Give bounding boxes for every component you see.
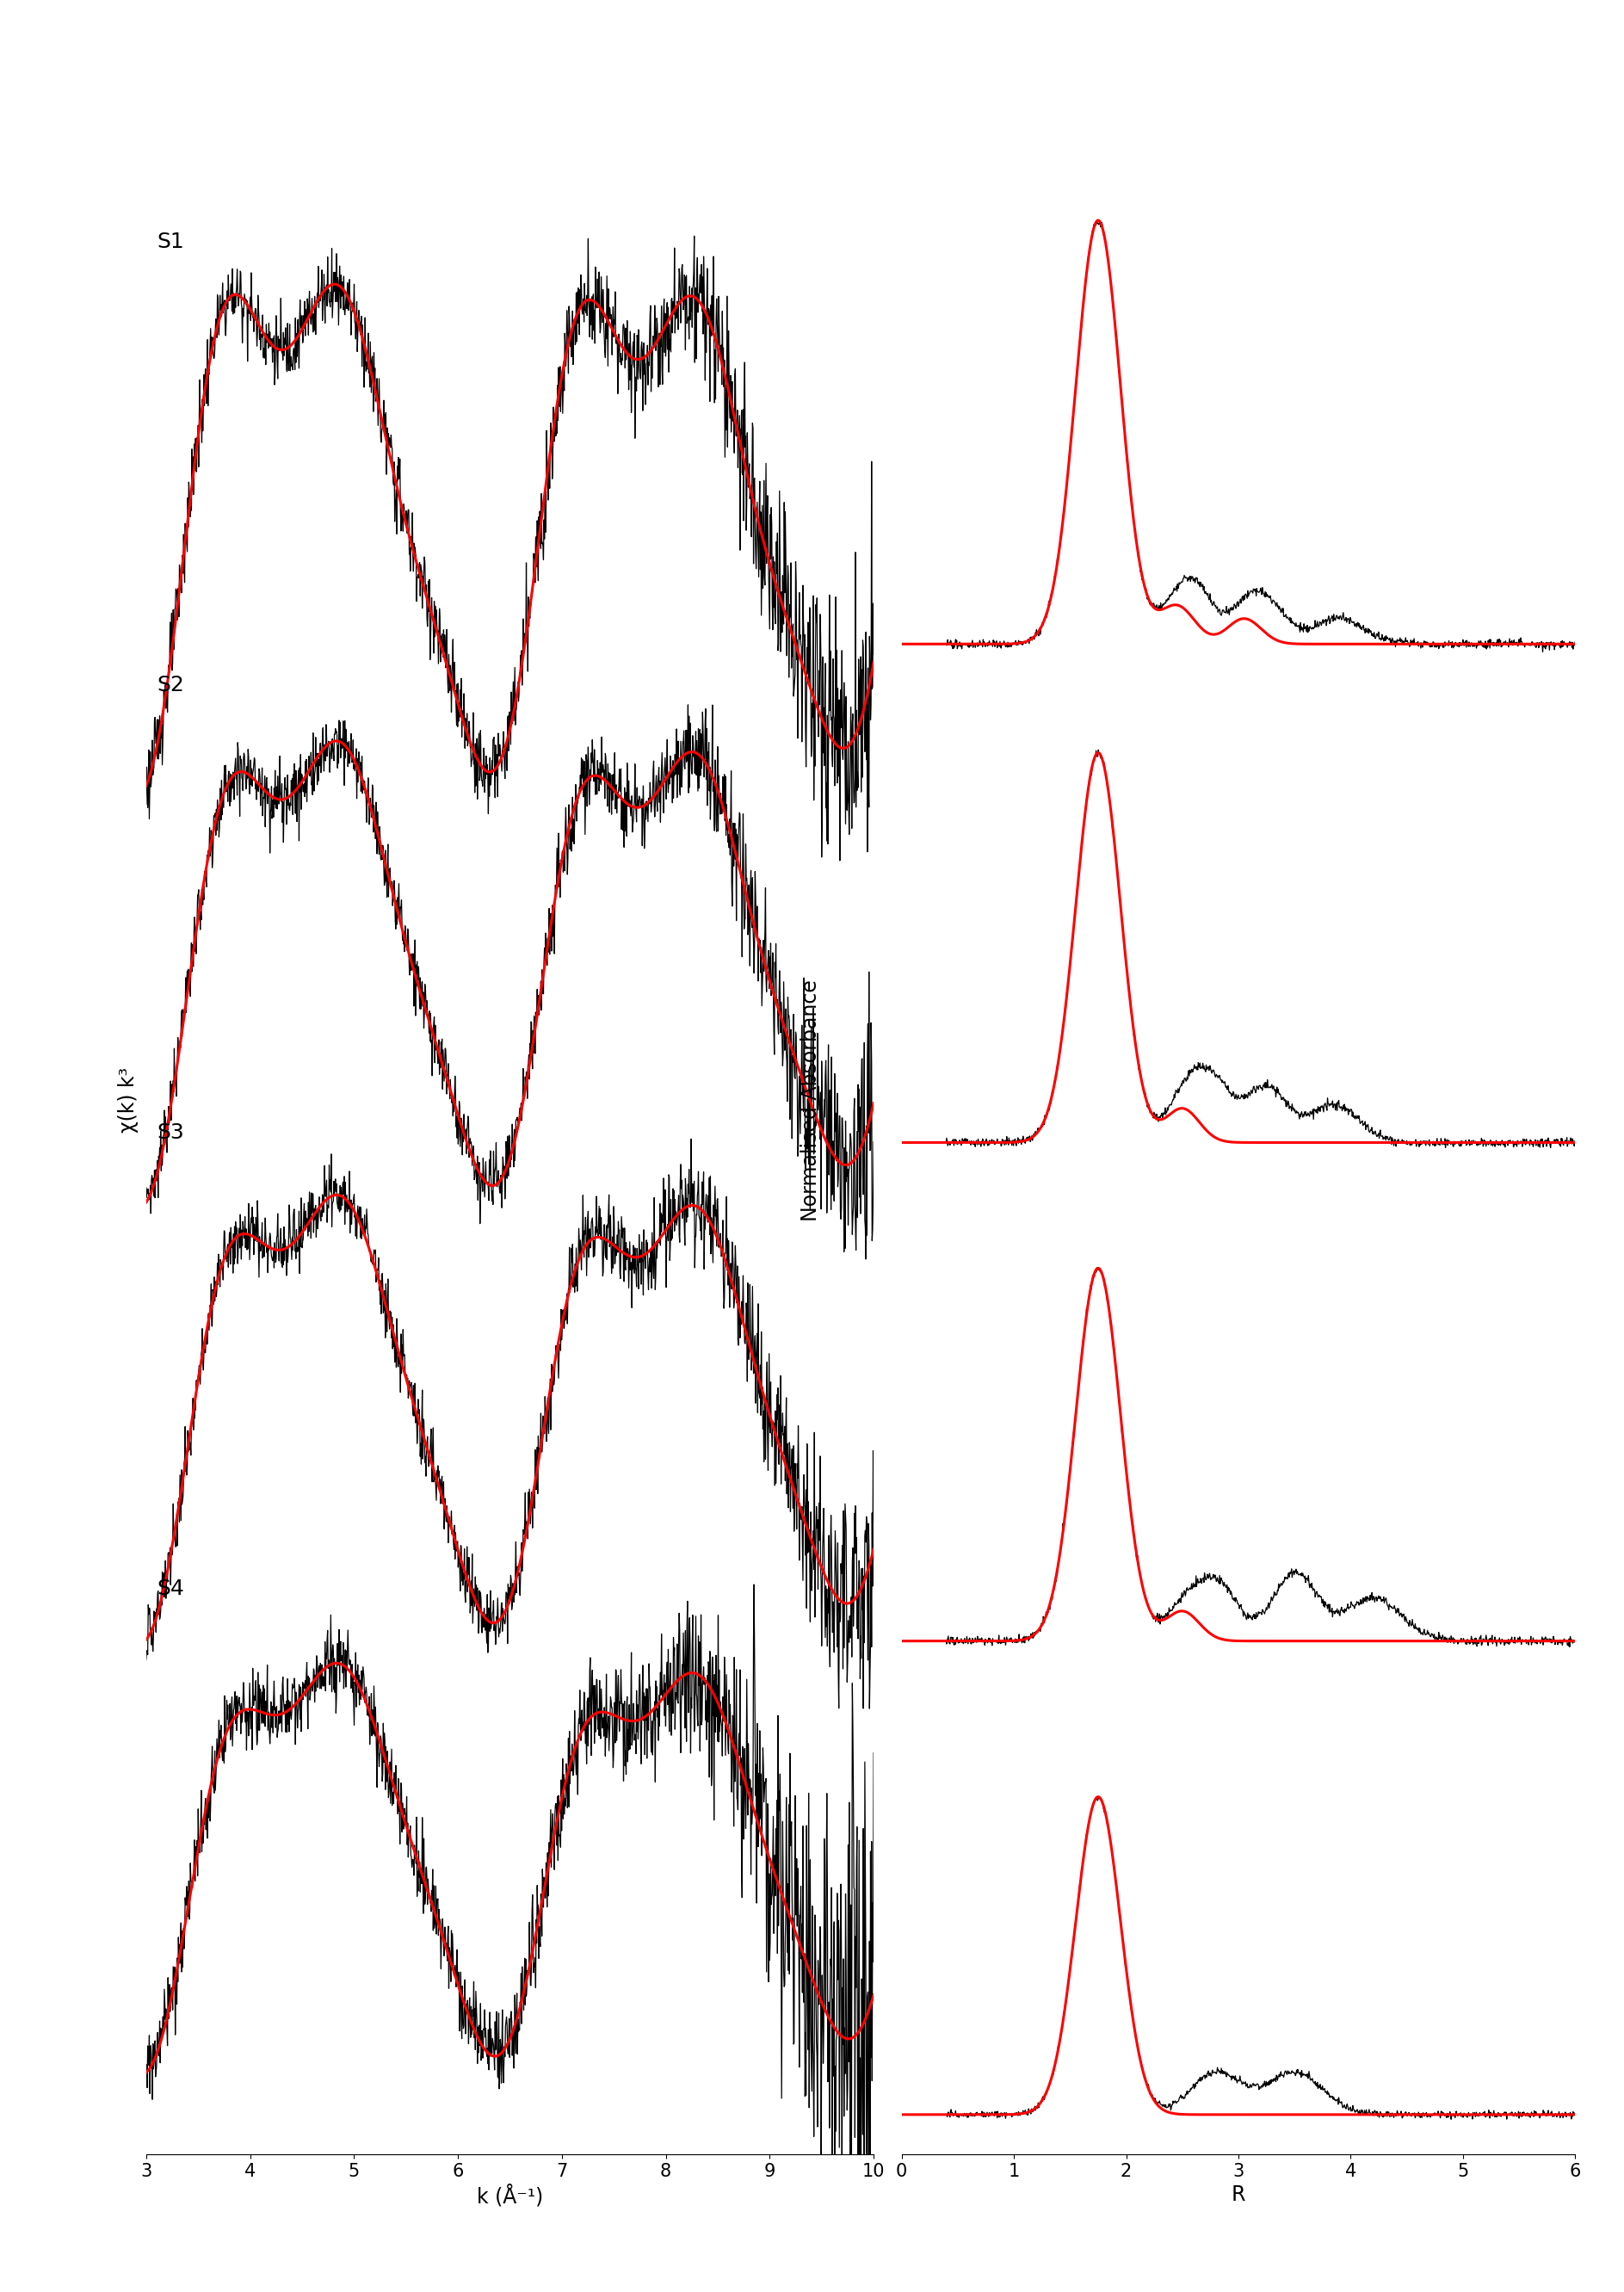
Y-axis label: χ(k) k³: χ(k) k³ xyxy=(119,1068,140,1132)
Text: Normalised Absorbance: Normalised Absorbance xyxy=(801,979,820,1222)
Text: S1: S1 xyxy=(156,231,184,252)
X-axis label: k (Å⁻¹): k (Å⁻¹) xyxy=(477,2184,542,2207)
X-axis label: R: R xyxy=(1231,2184,1246,2205)
Text: S2: S2 xyxy=(156,674,184,697)
Text: S3: S3 xyxy=(156,1123,184,1144)
Text: S4: S4 xyxy=(156,1579,184,1600)
